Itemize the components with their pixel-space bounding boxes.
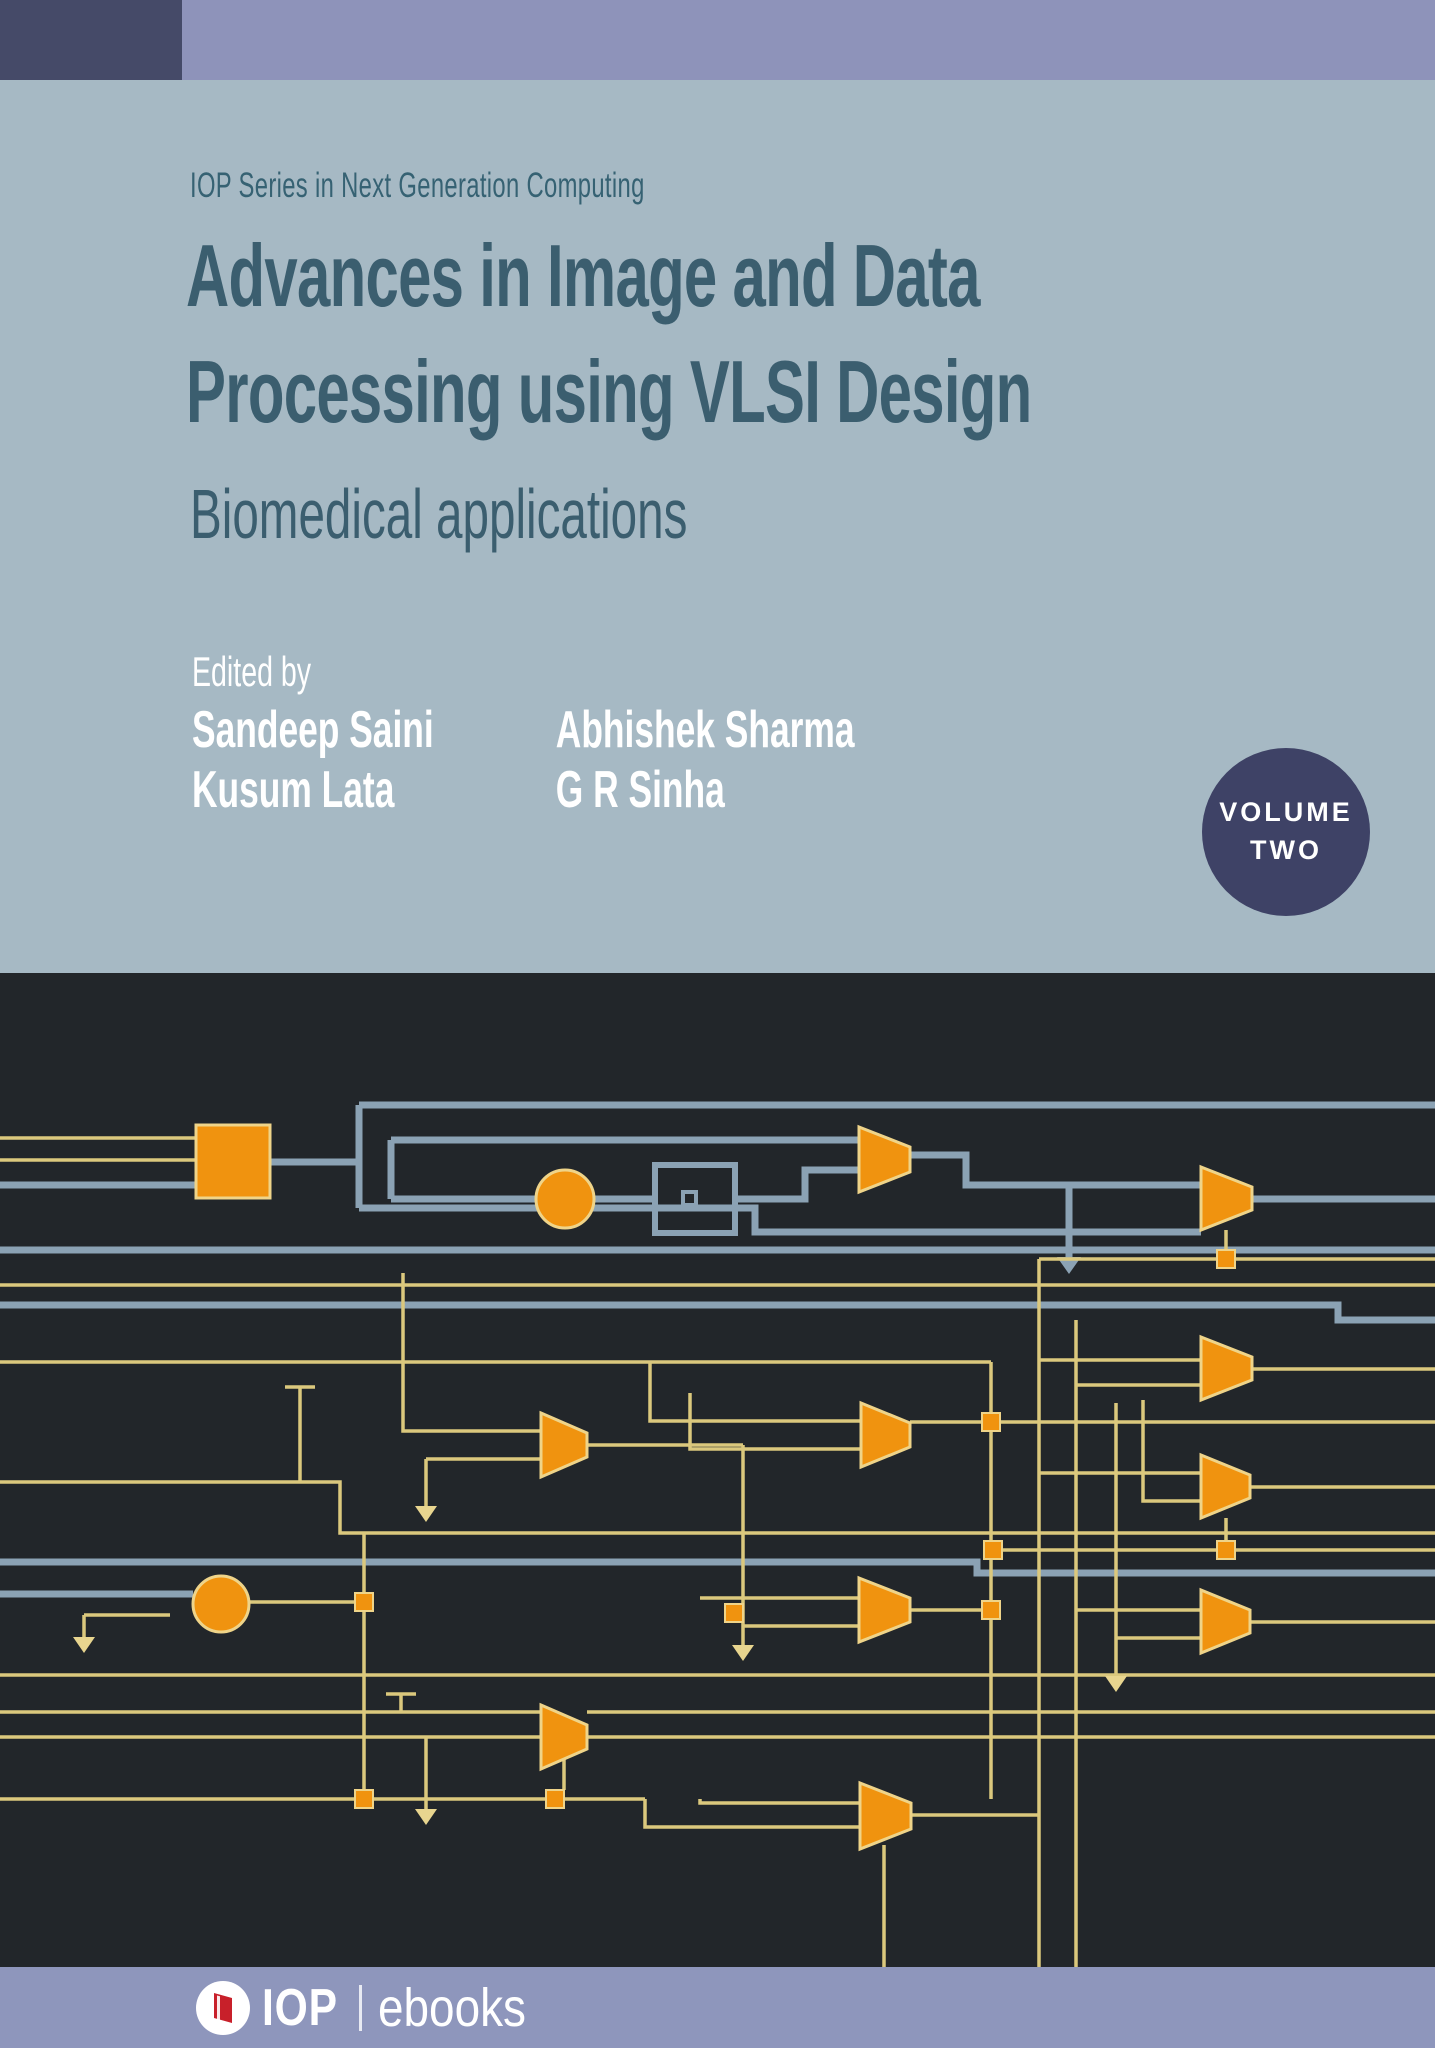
top-stripe [182,0,1435,80]
iop-logo-book-icon [196,1980,250,2035]
ebooks-logo-text: ebooks [377,1977,526,2038]
vlsi-circuit-illustration [0,973,1435,1967]
book-title-line1: Advances in Image and Data [186,226,980,325]
volume-badge-line2: TWO [1250,835,1322,865]
book-title-line2: Processing using VLSI Design [186,342,1032,442]
volume-badge: VOLUME TWO [1202,748,1370,916]
iop-ebooks-logo: IOP ebooks [196,1977,552,2039]
editors-list: Sandeep Saini Abhishek Sharma Kusum Lata… [192,700,855,820]
editor-name: Abhishek Sharma [555,701,855,759]
publisher-footer: IOP ebooks [0,1967,1435,2048]
series-title: IOP Series in Next Generation Computing [190,166,645,205]
editor-name: G R Sinha [555,761,725,819]
corner-accent-block [0,0,182,80]
volume-badge-line1: VOLUME [1219,797,1353,828]
book-subtitle: Biomedical applications [190,475,688,553]
editor-name: Kusum Lata [192,761,395,819]
logo-divider [358,1984,362,2031]
book-title: Advances in Image and Data Processing us… [186,218,1032,450]
edited-by-label: Edited by [192,648,312,695]
editor-name: Sandeep Saini [192,701,434,759]
iop-logo-text: IOP [262,1978,338,2037]
